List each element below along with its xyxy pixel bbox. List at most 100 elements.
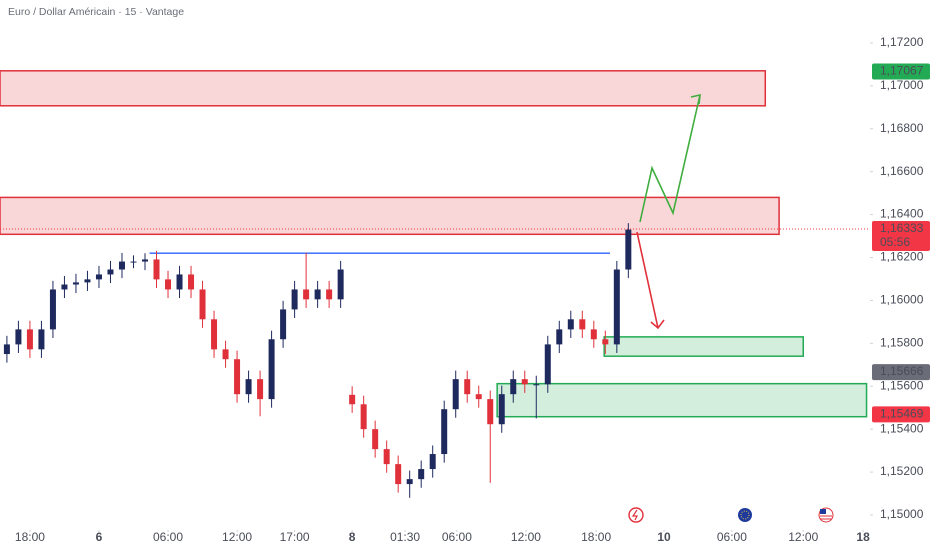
candle-body (211, 319, 218, 350)
y-tick-label: 1,16400 (880, 207, 924, 221)
candle-body (280, 309, 287, 340)
candle-body (38, 329, 45, 350)
candle-body (291, 289, 298, 310)
candle-body (26, 329, 33, 350)
y-tick-label: 1,16800 (880, 121, 924, 135)
zones-layer (0, 70, 868, 418)
candle-body (107, 269, 114, 275)
candle-body (3, 344, 10, 355)
x-tick-label: 18:00 (15, 530, 45, 544)
main-layer (0, 223, 870, 498)
candle-body (15, 329, 22, 345)
countdown-label: 05:56 (880, 235, 910, 249)
candle-body (268, 339, 275, 400)
candle-body (176, 274, 183, 290)
candle-body (602, 339, 609, 345)
candle-body (142, 259, 148, 262)
x-tick-label: 12:00 (788, 530, 818, 544)
candle-body (49, 289, 56, 330)
candle-body (303, 289, 310, 300)
x-tick-label: 8 (349, 530, 356, 544)
candle-body (521, 379, 528, 385)
candle-body (61, 284, 68, 290)
zone (0, 196, 780, 236)
candle-body (199, 289, 206, 320)
candle-body (418, 469, 425, 480)
candle-body (118, 261, 125, 270)
y-tick-label: 1,15200 (880, 464, 924, 478)
x-tick-label: 17:00 (280, 530, 310, 544)
candle-body (360, 404, 367, 430)
candle-body (222, 349, 229, 360)
x-tick-label: 06:00 (153, 530, 183, 544)
candle-body (406, 479, 413, 485)
x-tick-label: 12:00 (511, 530, 541, 544)
event-icons[interactable] (628, 507, 834, 523)
candle-body (72, 282, 79, 285)
y-tick-label: 1,16000 (880, 293, 924, 307)
arrow-head (690, 93, 701, 105)
x-tick-label: 06:00 (442, 530, 472, 544)
candle-body (613, 269, 620, 345)
candle-body (245, 379, 252, 395)
price-label-box (872, 364, 930, 381)
y-tick-label: 1,15400 (880, 421, 924, 435)
event-glyph (820, 509, 826, 514)
candle-body (153, 259, 160, 280)
candle-body (556, 329, 563, 345)
candle-body (533, 384, 540, 386)
candle-body (567, 319, 574, 330)
event-icon[interactable] (628, 507, 644, 523)
candle-body (95, 274, 102, 280)
x-tick-label: 18:00 (581, 530, 611, 544)
y-tick-label: 1,17200 (880, 35, 924, 49)
chart-title: Euro / Dollar Américain · 15 · Vantage (8, 6, 184, 18)
current-price-label: 1,16333 (880, 221, 924, 235)
event-icon[interactable] (738, 508, 752, 522)
candle-body (475, 394, 482, 400)
zone (0, 70, 767, 107)
candle-body (510, 379, 517, 395)
x-tick-label: 6 (96, 530, 103, 544)
candle-body (130, 261, 137, 263)
candle-body (188, 274, 195, 290)
y-tick-label: 1,15000 (880, 507, 924, 521)
candle-body (257, 379, 264, 400)
y-tick-label: 1,15600 (880, 378, 924, 392)
y-tick-label: 1,16600 (880, 164, 924, 178)
candle-body (383, 449, 390, 465)
x-tick-label: 12:00 (222, 530, 252, 544)
candle-body (625, 229, 632, 270)
candle-body (590, 329, 597, 340)
x-tick-label: 10 (657, 530, 671, 544)
event-glyph (631, 509, 638, 521)
candle-body (314, 289, 321, 300)
x-tick-label: 18 (856, 530, 870, 544)
x-tick-label: 06:00 (717, 530, 747, 544)
price-label: 1,15469 (880, 407, 924, 421)
event-glyph (740, 510, 750, 520)
candle-body (349, 394, 356, 405)
event-glyph (820, 515, 832, 520)
candle-body (464, 379, 471, 395)
candle-body (498, 394, 505, 425)
price-label: 1,15666 (880, 364, 924, 378)
arrow-head (650, 319, 665, 330)
candle-body (429, 454, 436, 470)
candle-body (452, 379, 459, 410)
candle-body (544, 344, 551, 385)
candle-body (326, 289, 333, 300)
y-tick-label: 1,17000 (880, 78, 924, 92)
candle-body (441, 409, 448, 455)
candle-body (84, 279, 91, 283)
price-label: 1,17067 (880, 64, 924, 78)
price-label-box (872, 63, 930, 80)
bearish-arrow (636, 231, 659, 329)
y-tick-label: 1,15800 (880, 335, 924, 349)
y-tick-label: 1,16200 (880, 250, 924, 264)
candle-body (337, 269, 344, 300)
price-label-box (872, 406, 930, 423)
candle-body (579, 319, 586, 330)
